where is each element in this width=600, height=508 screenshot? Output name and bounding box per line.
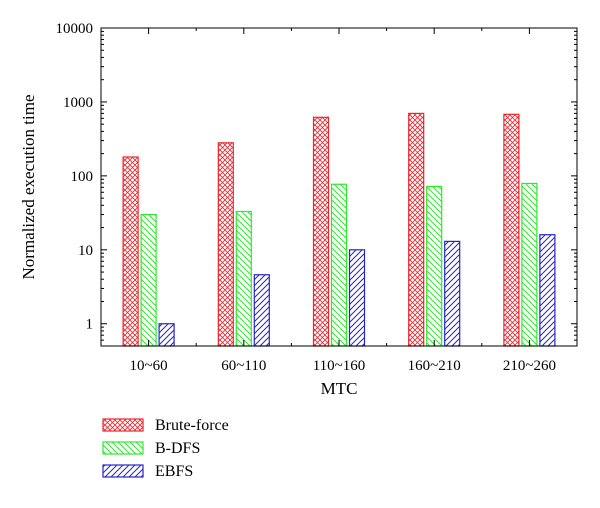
bar-brute-force (408, 112, 425, 347)
bar-ebfs (253, 274, 270, 347)
legend-label: B-DFS (155, 440, 200, 457)
y-tick-label: 100 (71, 169, 94, 185)
bar-brute-force (503, 113, 520, 347)
legend-swatch (102, 441, 144, 455)
bar-b-dfs (521, 182, 538, 347)
bar-b-dfs (330, 183, 348, 347)
y-axis-ticks: 1 10 100 1000 10000 (56, 21, 577, 347)
bar-ebfs (539, 234, 556, 347)
bar-b-dfs (426, 185, 443, 347)
bar-ebfs (444, 240, 461, 347)
x-axis-ticks: 10~60 60~110 110~160 160~210 210~260 (130, 28, 556, 374)
bar-brute-force (312, 116, 330, 347)
x-tick-label: 110~160 (313, 358, 366, 374)
legend-swatch (102, 464, 144, 478)
bar-brute-force (122, 156, 139, 347)
x-tick-label: 10~60 (130, 358, 168, 374)
bar-b-dfs (140, 213, 157, 347)
bar-ebfs (348, 249, 366, 347)
x-tick-label: 160~210 (408, 358, 461, 374)
x-tick-label: 60~110 (221, 358, 266, 374)
bars (122, 112, 556, 347)
bar-b-dfs (235, 210, 252, 347)
legend: Brute-force B-DFS EBFS (102, 417, 229, 480)
legend-swatch (102, 418, 144, 432)
y-tick-label: 10 (78, 243, 93, 259)
y-tick-label: 1000 (63, 95, 93, 111)
x-tick-label: 210~260 (503, 358, 556, 374)
plot-frame (100, 27, 578, 347)
x-axis-label: MTC (321, 379, 358, 398)
legend-label: EBFS (155, 463, 193, 480)
y-axis-label: Normalized execution time (19, 94, 38, 279)
y-tick-label: 10000 (56, 21, 94, 37)
legend-label: Brute-force (155, 417, 229, 434)
bar-brute-force (217, 142, 234, 347)
bar-ebfs (158, 323, 175, 347)
y-tick-label: 1 (86, 317, 94, 333)
